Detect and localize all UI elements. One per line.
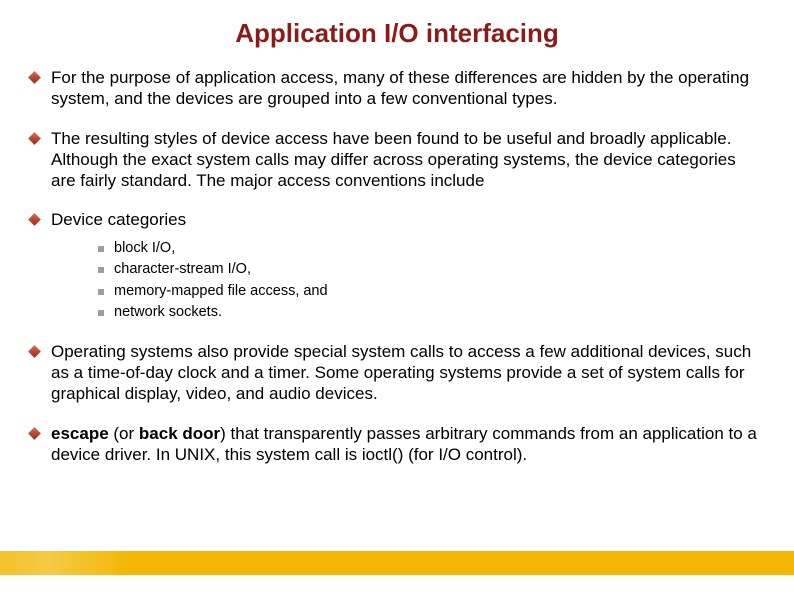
bullet-item: For the purpose of application access, m… bbox=[30, 67, 764, 110]
bullet-item: The resulting styles of device access ha… bbox=[30, 128, 764, 192]
sub-bullet-text: block I/O, bbox=[114, 239, 764, 259]
bullet-text: escape (or back door) that transparently… bbox=[51, 423, 764, 466]
sub-bullet-item: network sockets. bbox=[98, 303, 764, 323]
sub-bullet-list: block I/O, character-stream I/O, memory-… bbox=[30, 239, 764, 323]
diamond-bullet-icon bbox=[28, 213, 41, 226]
diamond-bullet-icon bbox=[28, 427, 41, 440]
square-bullet-icon bbox=[98, 267, 104, 273]
bullet-item: Operating systems also provide special s… bbox=[30, 341, 764, 405]
slide-content: For the purpose of application access, m… bbox=[0, 59, 794, 465]
square-bullet-icon bbox=[98, 246, 104, 252]
diamond-bullet-icon bbox=[28, 132, 41, 145]
square-bullet-icon bbox=[98, 289, 104, 295]
diamond-bullet-icon bbox=[28, 71, 41, 84]
diamond-bullet-icon bbox=[28, 345, 41, 358]
bullet-text: Operating systems also provide special s… bbox=[51, 341, 764, 405]
sub-bullet-item: character-stream I/O, bbox=[98, 260, 764, 280]
bold-text: escape bbox=[51, 424, 109, 443]
square-bullet-icon bbox=[98, 310, 104, 316]
bullet-item: escape (or back door) that transparently… bbox=[30, 423, 764, 466]
footer-bar-highlight bbox=[0, 551, 130, 575]
slide: Application I/O interfacing For the purp… bbox=[0, 0, 794, 595]
sub-bullet-item: block I/O, bbox=[98, 239, 764, 259]
plain-text: (or bbox=[109, 424, 139, 443]
bullet-text: For the purpose of application access, m… bbox=[51, 67, 764, 110]
bullet-item: Device categories bbox=[30, 209, 764, 230]
bold-text: back door bbox=[139, 424, 220, 443]
sub-bullet-text: character-stream I/O, bbox=[114, 260, 764, 280]
bullet-text: The resulting styles of device access ha… bbox=[51, 128, 764, 192]
sub-bullet-text: memory-mapped file access, and bbox=[114, 282, 764, 302]
sub-bullet-text: network sockets. bbox=[114, 303, 764, 323]
bullet-text: Device categories bbox=[51, 209, 764, 230]
sub-bullet-item: memory-mapped file access, and bbox=[98, 282, 764, 302]
slide-title: Application I/O interfacing bbox=[0, 0, 794, 59]
